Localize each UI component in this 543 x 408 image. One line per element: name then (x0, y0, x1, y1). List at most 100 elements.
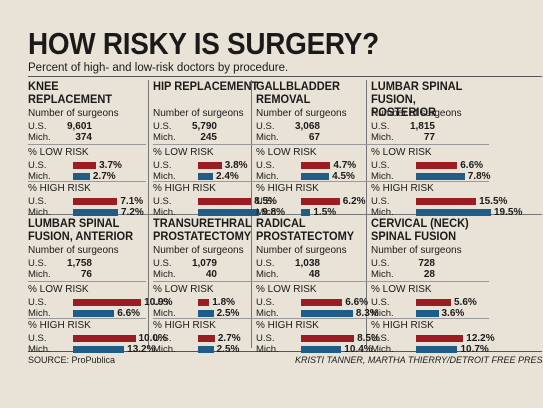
mich-high-risk-bar (73, 209, 118, 216)
us-surgeon-count: 1,758 (66, 258, 92, 269)
mich-high-risk-value: 19.5% (494, 207, 523, 218)
source-note: SOURCE: ProPublica (28, 355, 116, 365)
number-of-surgeons-label: Number of surgeons (256, 245, 347, 256)
us-low-risk-value: 5.6% (454, 297, 477, 308)
mich-surgeon-count: 40 (205, 269, 217, 280)
section-separator (371, 281, 489, 282)
number-of-surgeons-label: Number of surgeons (28, 245, 119, 256)
procedure-panel: HIP REPLACEMENT Number of surgeons U.S. 5,7… (153, 80, 285, 218)
us-high-risk-value: 15.5% (479, 196, 508, 207)
mich-row-label: Mich. (28, 171, 51, 182)
chart-title: HOW RISKY IS SURGERY? (28, 26, 379, 61)
number-of-surgeons-label: Number of surgeons (153, 108, 244, 119)
mich-low-risk-bar (73, 173, 90, 180)
mich-high-risk-value: 7.2% (121, 207, 144, 218)
section-separator (28, 318, 146, 319)
us-high-risk-bar (301, 335, 355, 342)
us-high-risk-value: 7.1% (120, 196, 144, 207)
mich-row-label: Mich. (153, 344, 176, 355)
mich-low-risk-bar (198, 310, 214, 317)
mich-high-risk-value: 2.5% (216, 344, 240, 355)
mich-low-risk-bar (416, 310, 439, 317)
us-high-risk-value: 8.5% (357, 333, 380, 344)
high-risk-header: % HIGH RISK (371, 320, 434, 331)
mich-row-label: Mich. (153, 308, 176, 319)
mich-high-risk-bar (73, 346, 125, 353)
us-high-risk-value: 12.2% (466, 333, 495, 344)
mich-surgeon-count: 77 (423, 132, 435, 143)
us-high-risk-bar (198, 335, 215, 342)
row-divider (28, 214, 542, 215)
section-separator (371, 181, 489, 182)
mich-low-risk-bar (416, 173, 465, 180)
us-row-label: U.S. (256, 333, 275, 344)
mich-surgeon-count: 67 (308, 132, 320, 143)
us-row-label: U.S. (371, 297, 390, 308)
mich-high-risk-value: 9.8% (262, 207, 286, 218)
mich-surgeon-count: 245 (200, 132, 217, 143)
mich-row-label: Mich. (153, 269, 176, 280)
low-risk-header: % LOW RISK (256, 147, 317, 158)
mich-row-label: Mich. (371, 132, 394, 143)
section-separator (28, 144, 146, 145)
high-risk-header: % HIGH RISK (153, 183, 216, 194)
mich-high-risk-bar (301, 209, 311, 216)
us-surgeon-count: 9,601 (66, 121, 92, 132)
mich-high-risk-value: 10.4% (344, 344, 373, 355)
us-row-label: U.S. (371, 121, 390, 132)
us-low-risk-value: 3.7% (99, 160, 122, 171)
us-high-risk-bar (73, 335, 136, 342)
mich-low-risk-value: 8.3% (355, 308, 379, 319)
low-risk-header: % LOW RISK (153, 284, 214, 295)
number-of-surgeons-label: Number of surgeons (371, 108, 462, 119)
low-risk-header: % LOW RISK (28, 147, 89, 158)
us-low-risk-bar (416, 299, 451, 306)
mich-high-risk-bar (301, 346, 342, 353)
mich-row-label: Mich. (256, 344, 279, 355)
section-separator (153, 144, 271, 145)
us-low-risk-bar (73, 162, 97, 169)
us-surgeon-count: 1,815 (409, 121, 435, 132)
us-row-label: U.S. (256, 196, 275, 207)
section-separator (256, 281, 374, 282)
us-high-risk-bar (198, 198, 252, 205)
credit-note: KRISTI TANNER, MARTHA THIERRY/DETROIT FR… (295, 355, 543, 365)
us-row-label: U.S. (256, 121, 275, 132)
section-separator (256, 144, 374, 145)
us-low-risk-value: 4.7% (333, 160, 357, 171)
us-high-risk-value: 10.0% (138, 333, 167, 344)
us-surgeon-count: 3,068 (294, 121, 320, 132)
procedure-title: CERVICAL (NECK) SPINAL FUSION (371, 216, 469, 243)
procedure-panel: GALLBLADDER REMOVAL Number of surgeons U.S… (256, 80, 374, 218)
section-separator (28, 181, 146, 182)
procedure-title: LUMBAR SPINAL FUSION, POSTERIOR (371, 79, 463, 119)
us-surgeon-count: 728 (418, 258, 435, 269)
us-low-risk-value: 6.6% (345, 297, 369, 308)
us-high-risk-bar (416, 198, 477, 205)
mich-low-risk-value: 4.5% (332, 171, 355, 182)
mich-low-risk-value: 7.8% (467, 171, 491, 182)
us-row-label: U.S. (153, 196, 172, 207)
section-separator (256, 181, 374, 182)
us-low-risk-bar (301, 299, 343, 306)
number-of-surgeons-label: Number of surgeons (153, 245, 244, 256)
mich-high-risk-value: 1.5% (313, 207, 337, 218)
mich-row-label: Mich. (256, 207, 279, 218)
mich-low-risk-bar (301, 173, 330, 180)
low-risk-header: % LOW RISK (28, 284, 89, 295)
us-row-label: U.S. (153, 297, 172, 308)
mich-row-label: Mich. (153, 171, 176, 182)
section-separator (153, 181, 271, 182)
mich-row-label: Mich. (256, 132, 279, 143)
mich-high-risk-value: 13.2% (127, 344, 156, 355)
us-surgeon-count: 5,790 (191, 121, 217, 132)
us-row-label: U.S. (371, 196, 390, 207)
low-risk-header: % LOW RISK (153, 147, 214, 158)
procedure-panel: CERVICAL (NECK) SPINAL FUSION Number of s… (371, 216, 495, 355)
mich-low-risk-bar (301, 310, 353, 317)
mich-row-label: Mich. (28, 308, 51, 319)
mich-row-label: Mich. (153, 207, 176, 218)
procedure-title: KNEE REPLACEMENT (28, 79, 113, 106)
high-risk-header: % HIGH RISK (153, 320, 216, 331)
us-row-label: U.S. (28, 333, 47, 344)
